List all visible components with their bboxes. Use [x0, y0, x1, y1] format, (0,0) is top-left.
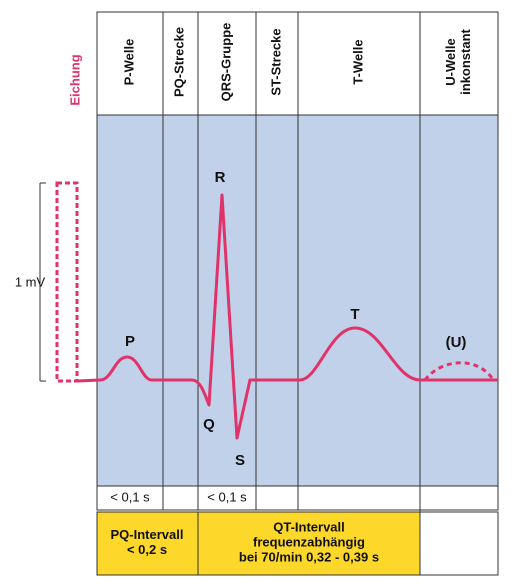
calibration-label: Eichung: [67, 54, 82, 105]
wave-label: T: [350, 306, 359, 323]
wave-label: R: [215, 169, 226, 186]
interval-label: frequenzabhängig: [253, 534, 365, 549]
wave-label: Q: [203, 416, 215, 433]
column-header: T-Welle: [350, 39, 365, 84]
wave-label: P: [125, 333, 135, 350]
ecg-trace: [77, 193, 498, 440]
duration-dividers: [162, 486, 421, 510]
amplitude-label: 1 mV: [15, 274, 46, 289]
qt-interval-cell: [197, 511, 421, 576]
interval-label: bei 70/min 0,32 - 0,39 s: [239, 549, 379, 564]
empty-cell: [419, 511, 499, 576]
column-header: inkonstant: [458, 28, 473, 94]
wave-label: (U): [446, 334, 467, 351]
interval-label: PQ-Intervall: [111, 527, 184, 542]
interval-label: < 0,2 s: [127, 542, 167, 557]
column-header: QRS-Gruppe: [218, 23, 233, 102]
column-header: U-Welle: [443, 38, 458, 85]
u-wave: [423, 361, 494, 381]
pq-interval-cell: [96, 511, 199, 576]
wave-label: S: [235, 452, 245, 469]
interval-label: QT-Intervall: [273, 519, 345, 534]
duration-label: < 0,1 s: [110, 489, 150, 504]
duration-label: < 0,1 s: [207, 489, 247, 504]
column-dividers: [162, 12, 421, 575]
calibration-pulse: [55, 181, 79, 383]
column-header: ST-Strecke: [268, 28, 283, 95]
column-header: PQ-Strecke: [171, 27, 186, 97]
column-header: P-Welle: [121, 39, 136, 86]
